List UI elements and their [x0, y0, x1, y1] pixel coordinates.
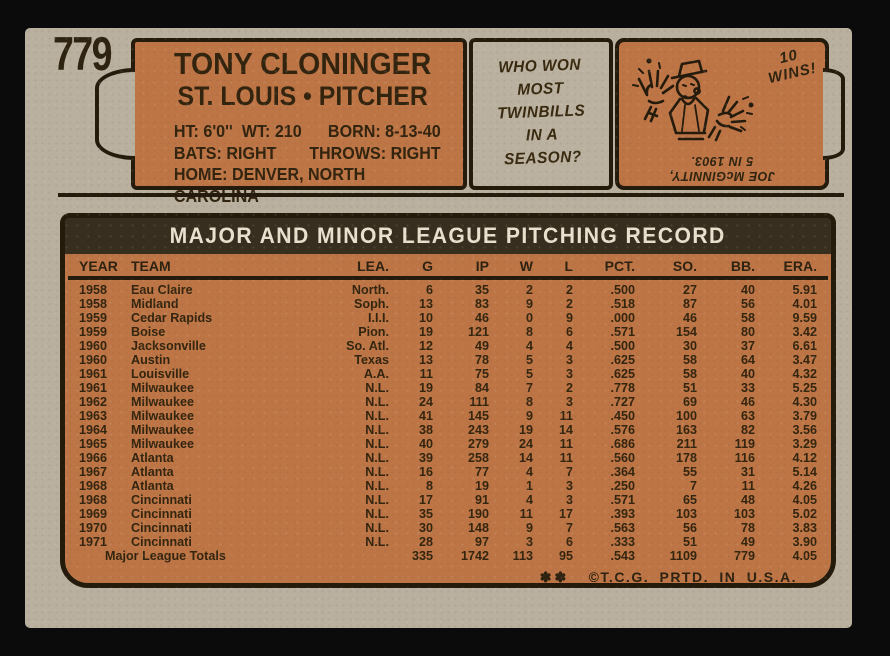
col-lea: LEA.: [357, 258, 389, 274]
table-row: 1958 Eau Claire North. 6 35 2 2.500 27 40 5.91: [79, 283, 817, 297]
bio-line-2: BATS: RIGHT THROWS: RIGHT: [174, 143, 444, 165]
table-row: 1971 Cincinnati N.L. 28 97 3 6.333 51 49 3.90: [79, 535, 817, 549]
copyright-line: ✽✽ ©T.C.G. PRTD. IN U.S.A.: [65, 563, 831, 585]
stats-title: MAJOR AND MINOR LEAGUE PITCHING RECORD: [169, 223, 727, 248]
col-pct: PCT.: [604, 258, 635, 274]
table-row: 1961 Milwaukee N.L. 19 84 7 2.778 51 33 5.25: [79, 381, 817, 395]
table-row: 1960 Jacksonville So. Atl. 12 49 4 4.500 30 37 6.…: [79, 339, 817, 353]
col-ip: IP: [475, 258, 489, 274]
col-so: SO.: [672, 258, 697, 274]
card-back: 779 TONY CLONINGER ST. LOUIS • PITCHER H…: [25, 27, 852, 628]
bio-throws: THROWS: RIGHT: [309, 142, 441, 163]
right-border-notch: [823, 68, 845, 160]
stats-header-row: YEAR TEAM LEA. G IP W L PCT. SO. BB. ERA…: [65, 254, 831, 275]
table-row: 1968 Cincinnati N.L. 17 91 4 3.571 65 48 4.05: [79, 493, 817, 507]
divider-line: [58, 193, 844, 197]
card-number: 779: [53, 27, 113, 80]
copyright-text: ©T.C.G. PRTD. IN U.S.A.: [588, 569, 797, 585]
totals-label: Major League Totals: [105, 549, 226, 563]
bio-weight: WT: 210: [241, 121, 302, 141]
table-row: 1969 Cincinnati N.L. 35 190 11 17.393 103 103 5.0…: [79, 507, 817, 521]
header-rule: [68, 276, 828, 280]
trivia-question-panel: WHO WON MOST TWINBILLS IN A SEASON?: [469, 38, 613, 190]
stats-rows: 1958 Eau Claire North. 6 35 2 2.500 27 40 5.91 195…: [65, 280, 831, 563]
table-row: 1959 Cedar Rapids I.I.I. 10 46 0 9.000 46 58 9.59: [79, 311, 817, 325]
player-info-panel: TONY CLONINGER ST. LOUIS • PITCHER HT: 6…: [131, 38, 467, 206]
table-row: 1964 Milwaukee N.L. 38 243 19 14.576 163 82 3.56: [79, 423, 817, 437]
star-marks: ✽✽: [539, 569, 570, 585]
col-l: L: [564, 258, 573, 274]
trivia-answer-upside-down: JOE McGINNITY, 5 IN 1903.: [669, 154, 775, 183]
bio-bats: BATS: RIGHT: [173, 142, 277, 163]
player-name: TONY CLONINGER: [174, 46, 432, 81]
table-row: 1961 Louisville A.A. 11 75 5 3.625 58 40 4.32: [79, 367, 817, 381]
col-g: G: [422, 258, 433, 274]
col-team: TEAM: [131, 258, 171, 274]
table-row: 1958 Midland Soph. 13 83 9 2.518 87 56 4.01: [79, 297, 817, 311]
col-year: YEAR: [79, 258, 118, 274]
bio-line-1: HT: 6'0'' WT: 210 BORN: 8-13-40: [174, 121, 444, 143]
table-row: 1967 Atlanta N.L. 16 77 4 7.364 55 31 5.14: [79, 465, 817, 479]
table-row: 1959 Boise Pion. 19 121 8 6.571 154 80 3.42: [79, 325, 817, 339]
table-row: 1968 Atlanta N.L. 8 19 1 3.250 7 11 4.26: [79, 479, 817, 493]
stats-panel: MAJOR AND MINOR LEAGUE PITCHING RECORD Y…: [60, 213, 836, 588]
bio-born: BORN: 8-13-40: [327, 121, 441, 141]
team-position: ST. LOUIS • PITCHER: [177, 81, 428, 111]
celebrating-player-cartoon-icon: [632, 58, 754, 142]
col-era: ERA.: [783, 258, 817, 274]
table-row: 1965 Milwaukee N.L. 40 279 24 11.686 211 119 3.29: [79, 437, 817, 451]
stats-title-band: MAJOR AND MINOR LEAGUE PITCHING RECORD: [65, 218, 831, 254]
table-row: 1962 Milwaukee N.L. 24 111 8 3.727 69 46 4.30: [79, 395, 817, 409]
trivia-question: WHO WON MOST TWINBILLS IN A SEASON?: [496, 56, 586, 169]
col-bb: BB.: [730, 258, 755, 274]
bio-home: HOME: DENVER, NORTH CAROLINA: [173, 164, 366, 206]
bio-height: HT: 6'0'': [173, 121, 233, 141]
table-row: 1963 Milwaukee N.L. 41 145 9 11.450 100 63 3.79: [79, 409, 817, 423]
table-totals-row: Major League Totals 335 1742 113 95.543 1109 7…: [79, 549, 817, 563]
col-w: W: [519, 258, 533, 274]
table-row: 1970 Cincinnati N.L. 30 148 9 7.563 56 78 3.83: [79, 521, 817, 535]
cartoon-panel: 10 WINS! JOE McGINNITY, 5 IN 1903.: [615, 38, 829, 190]
cartoon-exclamation: 10 WINS!: [766, 46, 819, 88]
table-row: 1966 Atlanta N.L. 39 258 14 11.560 178 116 4.12: [79, 451, 817, 465]
table-row: 1960 Austin Texas 13 78 5 3.625 58 64 3.47: [79, 353, 817, 367]
left-border-notch: [95, 68, 135, 160]
